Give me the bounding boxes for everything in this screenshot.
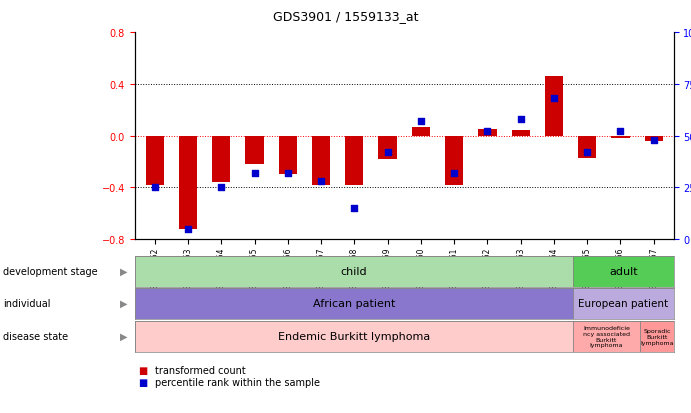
Text: transformed count: transformed count <box>155 366 246 375</box>
Text: European patient: European patient <box>578 298 668 309</box>
Bar <box>640 321 674 352</box>
Bar <box>312 136 330 185</box>
Point <box>482 129 493 135</box>
Bar <box>245 136 264 165</box>
Bar <box>573 256 674 287</box>
Bar <box>573 321 640 352</box>
Text: disease state: disease state <box>3 331 68 342</box>
Bar <box>346 136 363 185</box>
Text: African patient: African patient <box>312 298 395 309</box>
Bar <box>578 136 596 158</box>
Text: adult: adult <box>609 266 638 277</box>
Point <box>249 170 260 177</box>
Bar <box>135 288 573 319</box>
Bar <box>135 321 573 352</box>
Bar <box>478 130 497 136</box>
Point <box>216 185 227 191</box>
Point <box>316 178 327 185</box>
Text: ▶: ▶ <box>120 266 128 277</box>
Text: GDS3901 / 1559133_at: GDS3901 / 1559133_at <box>273 10 418 23</box>
Bar <box>212 136 230 183</box>
Text: development stage: development stage <box>3 266 98 277</box>
Point <box>382 150 393 156</box>
Point <box>515 116 527 123</box>
Text: ■: ■ <box>138 366 147 375</box>
Point <box>648 137 659 144</box>
Bar <box>135 256 573 287</box>
Bar <box>545 77 563 136</box>
Bar <box>379 136 397 159</box>
Text: ▶: ▶ <box>120 298 128 309</box>
Text: percentile rank within the sample: percentile rank within the sample <box>155 377 321 387</box>
Point <box>582 150 593 156</box>
Text: ▶: ▶ <box>120 331 128 342</box>
Text: individual: individual <box>3 298 51 309</box>
Bar <box>645 136 663 142</box>
Bar <box>445 136 463 185</box>
Text: Endemic Burkitt lymphoma: Endemic Burkitt lymphoma <box>278 331 430 342</box>
Bar <box>278 136 297 175</box>
Bar <box>146 136 164 185</box>
Point <box>182 226 193 233</box>
Text: Sporadic
Burkitt
lymphoma: Sporadic Burkitt lymphoma <box>640 328 674 345</box>
Text: child: child <box>341 266 367 277</box>
Point <box>448 170 460 177</box>
Bar <box>573 288 674 319</box>
Point <box>549 96 560 102</box>
Point <box>149 185 160 191</box>
Point <box>282 170 293 177</box>
Bar <box>511 131 530 136</box>
Bar <box>612 136 630 139</box>
Point <box>615 129 626 135</box>
Point <box>415 119 426 125</box>
Text: ■: ■ <box>138 377 147 387</box>
Text: Immunodeficie
ncy associated
Burkitt
lymphoma: Immunodeficie ncy associated Burkitt lym… <box>583 325 630 348</box>
Point <box>349 205 360 212</box>
Bar <box>412 127 430 136</box>
Bar <box>179 136 197 229</box>
